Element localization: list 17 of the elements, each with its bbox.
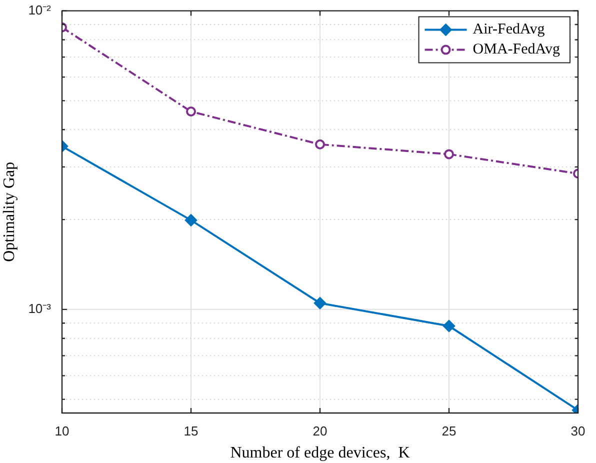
y-axis-title: Optimality Gap <box>0 162 18 262</box>
x-tick-label: 20 <box>312 423 328 438</box>
point <box>186 106 196 117</box>
x-axis-title: Number of edge devices, K <box>230 444 410 462</box>
point <box>315 139 325 150</box>
point <box>314 297 326 310</box>
legend-label: Air-FedAvg <box>472 22 546 38</box>
x-tick-label: 15 <box>184 423 198 438</box>
x-tick-label: 10 <box>54 423 70 438</box>
x-tick-label: 30 <box>570 423 586 438</box>
point <box>444 149 454 160</box>
point <box>185 214 197 226</box>
y-tick-label: 10⁻² <box>28 2 52 18</box>
x-tick-label: 25 <box>442 423 456 438</box>
y-tick-label: 10⁻³ <box>28 301 52 316</box>
point <box>443 320 455 332</box>
legend-label: OMA-FedAvg <box>472 42 560 58</box>
